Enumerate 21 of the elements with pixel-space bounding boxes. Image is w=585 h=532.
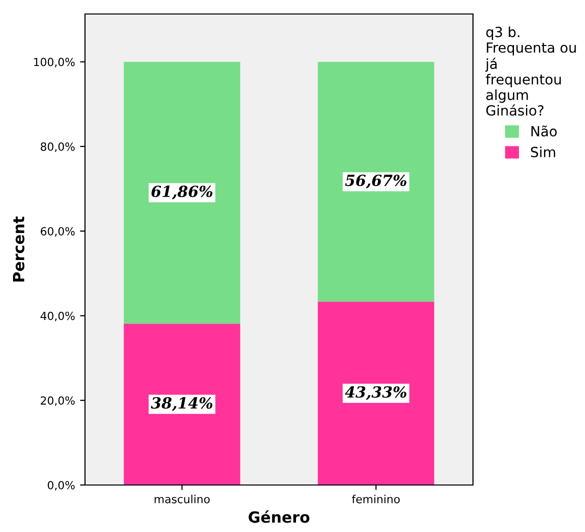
data-label: 43,33% — [344, 386, 406, 400]
bar — [318, 62, 434, 302]
y-tick-label: 0,0% — [48, 480, 75, 491]
data-label: 56,67% — [345, 174, 406, 188]
legend-label: Não — [531, 126, 557, 136]
x-tick-label: feminino — [352, 494, 400, 504]
bar — [124, 324, 240, 485]
bar — [124, 62, 240, 324]
legend-title: q3 b. Frequenta ou já frequentou algum Ginásio? — [485, 26, 576, 116]
legend-label: Sim — [530, 146, 556, 158]
x-axis-title: Género — [248, 510, 310, 523]
y-tick-label: 80,0% — [40, 142, 75, 152]
x-tick-label: masculino — [154, 494, 210, 504]
y-axis-title: Percent — [13, 216, 24, 282]
data-label: 38,14% — [150, 397, 212, 412]
data-label: 61,86% — [152, 186, 212, 200]
y-tick-label: 100,0% — [34, 58, 75, 68]
y-tick-label: 60,0% — [40, 227, 75, 237]
y-tick-label: 20,0% — [40, 396, 75, 406]
bar — [318, 302, 434, 485]
y-tick-label: 40,0% — [40, 312, 75, 322]
